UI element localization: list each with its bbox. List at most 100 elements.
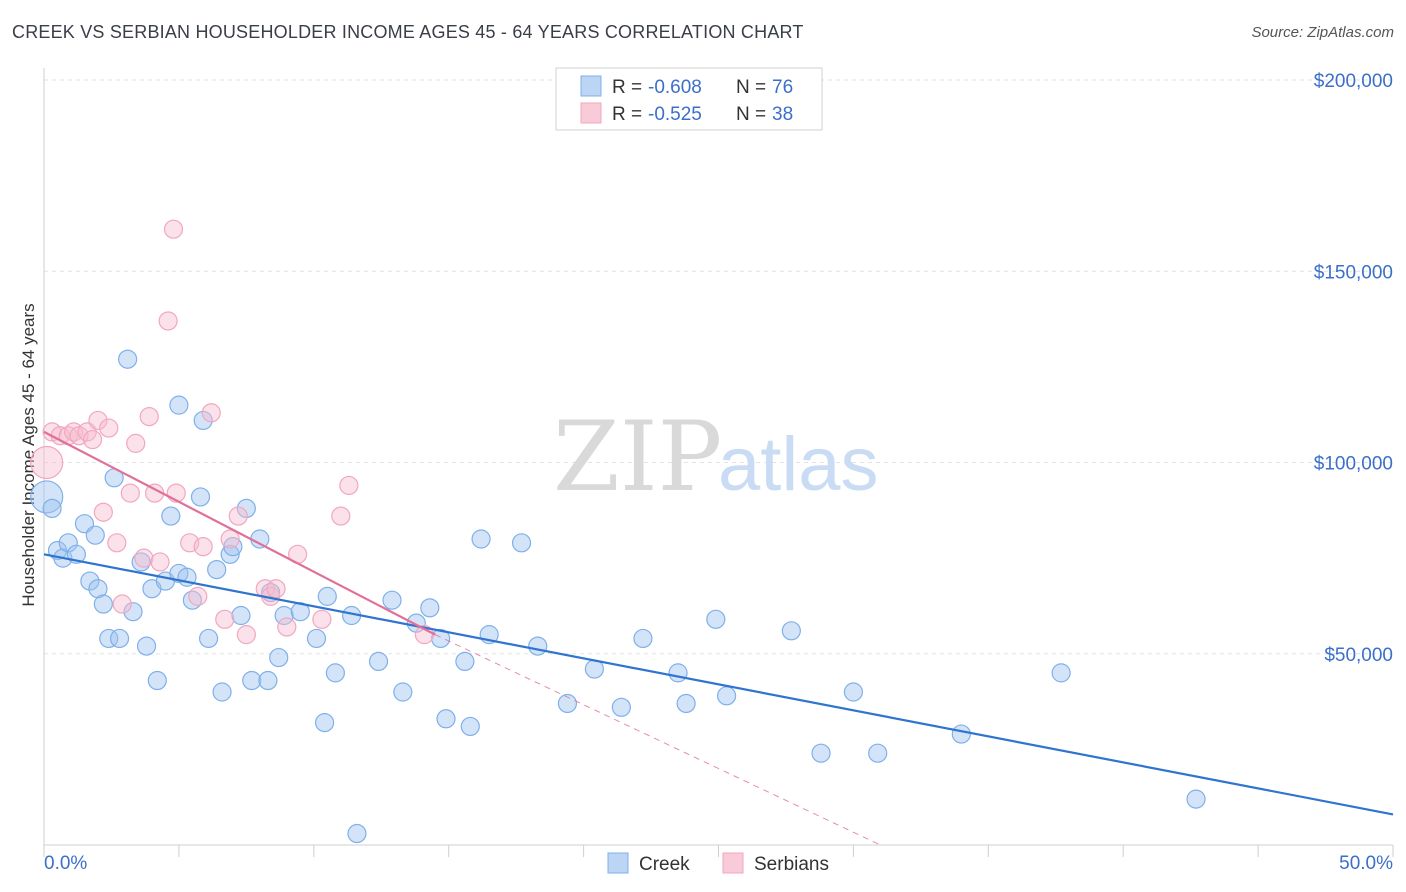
serbians-point-28: [228, 506, 248, 526]
creek-point-44: [317, 586, 337, 606]
creek-point-29: [207, 559, 227, 580]
creek-point-23: [169, 395, 189, 415]
serbians-point-13: [120, 483, 140, 503]
creek-point-50: [393, 682, 413, 702]
creek-point-1: [42, 498, 62, 518]
serbians-point-9: [93, 502, 113, 522]
x-tick-label-max: 50.0%: [1339, 853, 1393, 874]
creek-point-15: [123, 602, 143, 622]
serbians-point-12: [112, 594, 132, 614]
x-tick-label-min: 0.0%: [44, 853, 87, 874]
creek-point-32: [223, 537, 243, 557]
creek-point-17: [136, 636, 157, 656]
serbians-point-23: [188, 586, 208, 606]
serbians-point-26: [215, 609, 235, 629]
serbians-point-25: [201, 403, 221, 423]
serbians-point-32: [266, 579, 286, 599]
serbians-point-29: [236, 625, 256, 645]
creek-point-57: [471, 529, 491, 549]
source-label: Source: ZipAtlas.com: [1251, 24, 1394, 41]
serbians-point-16: [139, 407, 159, 427]
serbians-point-27: [220, 529, 240, 549]
legend-n-label-serbians: N =: [736, 104, 766, 125]
creek-point-74: [1051, 663, 1071, 683]
creek-point-36: [250, 529, 270, 549]
creek-point-71: [843, 682, 864, 702]
serbians-point-33: [277, 617, 297, 637]
creek-point-56: [460, 716, 480, 737]
bottom-legend: Creek Serbians: [607, 852, 829, 875]
creek-point-68: [716, 686, 737, 706]
legend: R = -0.608 N = 76 R = -0.525 N = 38: [555, 67, 823, 131]
creek-point-40: [274, 605, 294, 626]
creek-point-13: [109, 628, 130, 649]
creek-point-59: [511, 533, 532, 553]
creek-point-7: [80, 571, 100, 591]
creek-point-73: [951, 724, 971, 744]
creek-point-42: [306, 628, 327, 649]
serbians-trend-extension: [434, 634, 881, 846]
legend-n-value-serbians: 38: [772, 104, 793, 125]
creek-point-30: [212, 682, 232, 702]
creek-point-45: [325, 663, 345, 683]
serbians-point-37: [339, 475, 359, 496]
creek-point-11: [99, 628, 119, 649]
serbians-point-10: [99, 418, 119, 438]
creek-point-21: [161, 506, 181, 526]
creek-point-70: [811, 743, 831, 763]
creek-trend-line: [43, 553, 1394, 816]
creek-point-31: [220, 544, 240, 564]
bottom-legend-creek: Creek: [639, 854, 690, 875]
serbians-point-14: [126, 433, 146, 453]
serbians-point-0: [30, 445, 64, 480]
creek-point-48: [368, 651, 389, 672]
serbians-point-7: [82, 429, 103, 450]
creek-point-67: [706, 609, 726, 629]
creek-point-63: [611, 697, 631, 717]
creek-point-34: [236, 498, 256, 518]
trend-lines: [43, 430, 1394, 846]
creek-point-72: [868, 743, 888, 763]
creek-point-69: [781, 621, 801, 641]
serbians-point-18: [150, 552, 170, 572]
y-tick-label-1: $100,000: [1314, 454, 1393, 475]
creek-point-14: [118, 349, 138, 369]
creek-point-55: [455, 651, 475, 672]
y-axis-label: Householder Income Ages 45 - 64 years: [19, 303, 38, 606]
serbians-point-4: [64, 422, 84, 442]
legend-r-label-serbians: R =: [612, 104, 642, 125]
creek-point-49: [382, 590, 402, 610]
creek-point-27: [193, 410, 213, 431]
legend-swatch-serbians: [580, 102, 602, 124]
bottom-legend-swatch-creek: [607, 852, 629, 874]
creek-point-19: [147, 670, 167, 691]
axes: [43, 68, 1394, 857]
y-tick-label-2: $150,000: [1314, 262, 1393, 283]
creek-point-52: [420, 598, 440, 618]
creek-point-28: [198, 628, 219, 649]
y-tick-label-0: $50,000: [1324, 645, 1393, 666]
serbians-trend-line: [43, 430, 436, 636]
legend-r-value-serbians: -0.525: [648, 104, 702, 125]
creek-point-64: [633, 628, 653, 649]
watermark: ZIP atlas: [553, 401, 879, 513]
creek-point-60: [528, 636, 548, 656]
creek-point-8: [85, 525, 105, 545]
creek-point-47: [347, 823, 367, 844]
creek-point-25: [182, 590, 202, 610]
creek-point-35: [242, 670, 262, 691]
serbians-point-35: [312, 609, 332, 629]
creek-point-9: [88, 579, 108, 599]
serbians-point-8: [88, 410, 108, 431]
creek-point-39: [269, 647, 289, 668]
y-tick-labels: $50,000 $100,000 $150,000 $200,000: [1314, 71, 1393, 666]
legend-n-label-creek: N =: [736, 77, 766, 98]
creek-point-75: [1186, 789, 1206, 809]
creek-point-54: [436, 709, 456, 729]
grid-lines: [44, 79, 1393, 655]
legend-n-value-creek: 76: [772, 77, 793, 98]
chart-title: CREEK VS SERBIAN HOUSEHOLDER INCOME AGES…: [12, 22, 804, 42]
creek-point-65: [668, 663, 688, 683]
serbians-point-36: [331, 506, 351, 526]
